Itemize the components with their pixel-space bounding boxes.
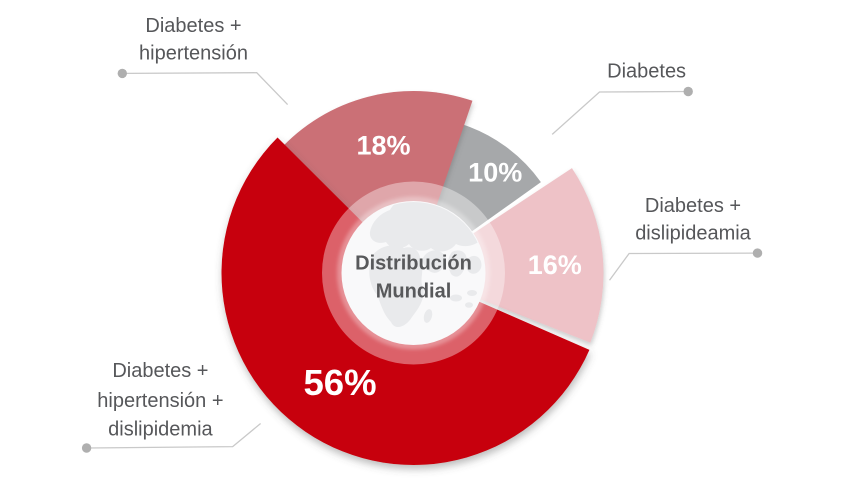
svg-text:16%: 16% <box>528 250 582 280</box>
svg-text:18%: 18% <box>356 130 410 160</box>
svg-text:Diabetes +: Diabetes + <box>112 360 208 382</box>
svg-text:dislipidemia: dislipidemia <box>108 419 213 441</box>
svg-text:56%: 56% <box>303 362 376 403</box>
svg-text:10%: 10% <box>468 158 522 188</box>
svg-text:Diabetes: Diabetes <box>607 60 686 82</box>
svg-text:hipertensión +: hipertensión + <box>97 390 223 412</box>
svg-text:Distribución: Distribución <box>355 253 472 275</box>
svg-text:Mundial: Mundial <box>376 281 452 303</box>
svg-text:hipertensión: hipertensión <box>139 43 248 65</box>
svg-text:Diabetes +: Diabetes + <box>145 15 241 37</box>
svg-text:dislipideamia: dislipideamia <box>635 223 751 245</box>
svg-text:Diabetes +: Diabetes + <box>645 195 741 217</box>
